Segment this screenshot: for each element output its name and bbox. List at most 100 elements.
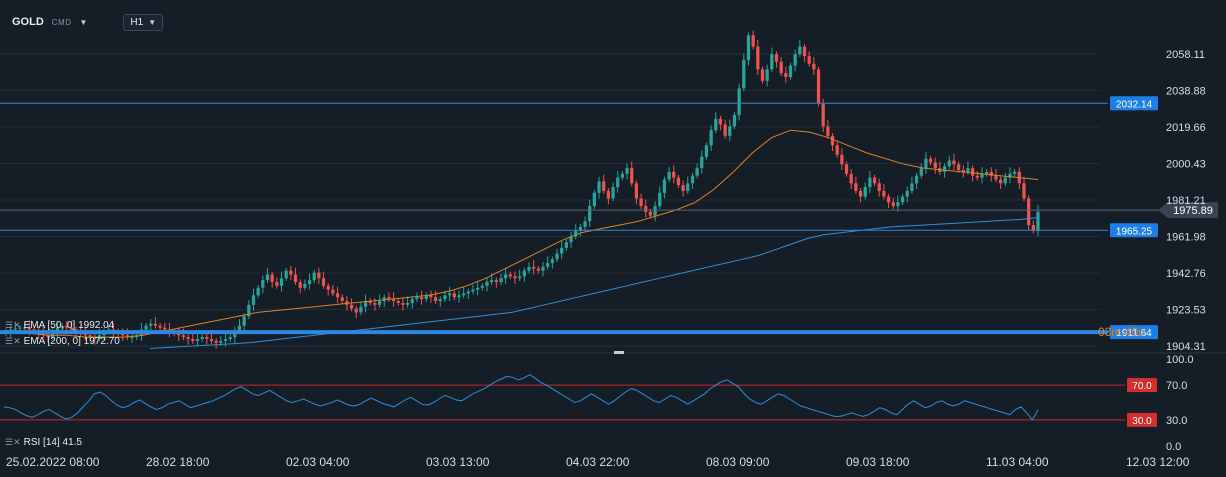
candle-body — [518, 276, 522, 279]
candle-body — [966, 168, 970, 172]
candle-body — [970, 168, 975, 176]
candle-body — [714, 118, 718, 131]
candle-body — [527, 266, 531, 271]
price-line-label: 1911.64 — [1116, 328, 1152, 339]
candle-body — [93, 337, 97, 339]
candle-body — [27, 327, 31, 330]
rsi-axis-tick-label: 0.0 — [1166, 441, 1181, 453]
candle-body — [476, 287, 480, 290]
candle-body — [560, 247, 564, 254]
time-axis-tick-label: 03.03 13:00 — [426, 455, 490, 469]
candle-body — [564, 242, 568, 248]
symbol-type: CMD — [51, 17, 72, 27]
candle-body — [877, 183, 881, 191]
candle-body — [433, 297, 438, 302]
candle-body — [429, 295, 433, 298]
candle-body — [695, 168, 699, 176]
rsi-axis-tick-label: 70.0 — [1166, 380, 1187, 392]
price-axis-tick-label: 1923.53 — [1166, 305, 1206, 317]
candle-body — [639, 198, 643, 207]
candle-body — [485, 282, 489, 286]
candle-countdown: 03m 40s — [1098, 325, 1145, 339]
symbol-name[interactable]: GOLD — [12, 16, 44, 28]
candle-body — [69, 327, 74, 330]
indicator-settings-icon[interactable]: ☰✕ — [5, 437, 21, 447]
candle-body — [756, 46, 760, 70]
candle-body — [690, 175, 695, 184]
candle-body — [667, 171, 671, 180]
price-axis-tick-label: 2000.43 — [1166, 159, 1206, 171]
candle-body — [700, 156, 704, 169]
time-axis-tick-label: 09.03 18:00 — [846, 455, 910, 469]
candle-body — [312, 272, 316, 281]
candle-body — [494, 280, 498, 283]
candle-body — [382, 297, 386, 302]
ema200-legend[interactable]: ☰✕ EMA [200, 0] 1972.70 — [5, 336, 120, 347]
candle-body — [681, 185, 685, 191]
rsi-line — [3, 374, 1039, 421]
rsi-level-label-bg — [1127, 378, 1157, 393]
candle-body — [835, 145, 839, 155]
time-axis-tick-label: 02.03 04:00 — [286, 455, 350, 469]
candle-body — [415, 297, 419, 300]
timeframe-select[interactable]: H1 ▼ — [123, 13, 164, 31]
candle-body — [443, 295, 447, 300]
candle-body — [289, 270, 293, 275]
candle-body — [616, 177, 620, 188]
candle-body — [746, 35, 751, 60]
candle-body — [625, 168, 629, 174]
candle-body — [270, 274, 274, 283]
candle-body — [686, 183, 690, 191]
candle-body — [60, 325, 64, 328]
candle-body — [1008, 173, 1012, 178]
rsi-legend-text: RSI [14] 41.5 — [23, 437, 82, 448]
ema50-legend[interactable]: ☰✕ EMA [50, 0] 1992.04 — [5, 320, 114, 331]
rsi-axis-tick-label: 30.0 — [1166, 415, 1187, 427]
candle-body — [149, 323, 153, 326]
candle-body — [508, 274, 512, 277]
candle-body — [163, 327, 167, 330]
candle-body — [191, 338, 195, 341]
candle-body — [237, 325, 242, 332]
price-axis-tick-label: 1961.98 — [1166, 232, 1206, 244]
timeframe-label: H1 — [130, 16, 144, 28]
candle-body — [410, 299, 414, 303]
candle-body — [868, 177, 872, 188]
candle-body — [942, 166, 947, 172]
candle-body — [1022, 183, 1026, 199]
price-line-label: 2032.14 — [1116, 99, 1153, 110]
candle-body — [718, 118, 723, 125]
candle-body — [457, 295, 461, 298]
candle-body — [569, 236, 573, 243]
candle-body — [737, 88, 741, 115]
candle-body — [658, 192, 662, 207]
candle-body — [424, 295, 428, 300]
candle-body — [359, 306, 363, 313]
candle-body — [798, 46, 802, 55]
current-price-value: 1975.89 — [1173, 205, 1213, 217]
candle-body — [275, 282, 279, 286]
symbol-dropdown-icon[interactable]: ▼ — [79, 17, 88, 27]
time-axis-tick-label: 28.02 18:00 — [146, 455, 210, 469]
candle-body — [480, 285, 484, 288]
candle-body — [900, 196, 905, 203]
indicator-settings-icon[interactable]: ☰✕ — [5, 320, 21, 330]
candle-body — [662, 179, 667, 193]
price-axis-tick-label: 1904.31 — [1166, 341, 1206, 353]
indicator-settings-icon[interactable]: ☰✕ — [5, 336, 21, 346]
candle-body — [919, 168, 923, 176]
candle-body — [279, 278, 284, 286]
candle-body — [504, 274, 508, 279]
candle-body — [223, 338, 228, 341]
candle-body — [709, 130, 713, 146]
candle-body — [331, 289, 335, 294]
candle-body — [335, 293, 340, 298]
candle-body — [321, 278, 326, 286]
candle-body — [574, 230, 578, 237]
candle-body — [195, 338, 200, 341]
rsi-legend[interactable]: ☰✕ RSI [14] 41.5 — [5, 437, 82, 448]
candle-body — [298, 282, 302, 288]
candle-body — [396, 301, 400, 303]
